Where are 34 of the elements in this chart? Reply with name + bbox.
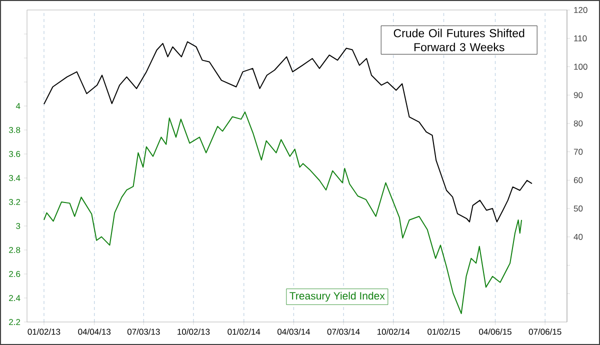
x-tick-label: 10/02/13 [178,328,210,335]
y-tick-label: 3.2 [9,198,20,205]
y2-tick-label: 70 [574,148,583,155]
line-series [43,41,532,222]
y2-tick-label: 90 [574,92,583,98]
y-tick-label: 3.6 [9,150,20,157]
x-tick-label: 04/06/15 [479,328,512,335]
y-tick-label: 2.4 [9,295,20,301]
x-tick-label: 07/06/15 [528,328,562,335]
y2-tick-label: 80 [574,120,583,126]
y2-tick-label: 50 [574,206,583,212]
x-tick-label: 04/03/14 [278,328,310,335]
y-tick-label: 3 [16,222,20,229]
y2-tick-label: 100 [574,64,588,70]
y-tick-label: 2.8 [9,246,20,253]
line-series [43,111,522,314]
text: Crude Oil Futures Shifted Forward 3 Weeks [394,28,524,52]
y-tick-label: 3.8 [9,126,20,133]
y-tick-label: 3.4 [9,174,20,181]
x-tick-label: 10/02/14 [377,328,410,335]
x-tick-label: 07/03/14 [327,328,360,335]
y-tick-label: 2.2 [9,319,20,325]
y2-tick-label: 60 [574,177,583,184]
x-tick-label: 07/03/13 [127,328,160,335]
x-tick-label: 01/02/14 [228,328,260,335]
text: Treasury Yield Index [290,292,385,302]
x-tick-label: 01/02/13 [28,328,60,335]
y2-tick-label: 110 [574,35,587,42]
x-tick-label: 04/04/13 [78,328,111,335]
y-tick-label: 2.6 [9,270,20,277]
y2-tick-label: 120 [574,6,588,13]
x-tick-label: 01/02/15 [428,328,460,335]
y2-tick-label: 40 [574,234,583,240]
y-tick-label: 4 [16,103,20,109]
